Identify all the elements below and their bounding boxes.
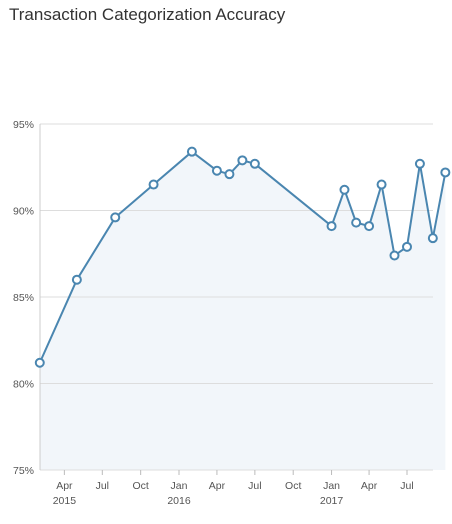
data-point bbox=[148, 179, 159, 190]
data-point bbox=[427, 233, 438, 244]
data-point bbox=[237, 155, 248, 166]
data-point bbox=[376, 179, 387, 190]
x-tick-label: Jul bbox=[96, 480, 109, 492]
y-tick-label: 75% bbox=[13, 465, 34, 477]
data-point bbox=[249, 158, 260, 169]
x-tick-year-label: 2017 bbox=[320, 495, 344, 507]
x-tick-label: Oct bbox=[285, 480, 301, 492]
y-tick-label: 85% bbox=[13, 292, 34, 304]
x-tick-label: Jul bbox=[400, 480, 413, 492]
data-point bbox=[414, 158, 425, 169]
data-point bbox=[224, 169, 235, 180]
y-tick-label: 80% bbox=[13, 379, 34, 391]
data-point bbox=[351, 217, 362, 228]
data-point bbox=[186, 146, 197, 157]
data-point bbox=[71, 274, 82, 285]
x-tick-label: Jan bbox=[171, 480, 188, 492]
y-tick-label: 95% bbox=[13, 119, 34, 131]
data-point bbox=[326, 221, 337, 232]
x-tick-label: Apr bbox=[56, 480, 73, 492]
x-tick-label: Jul bbox=[248, 480, 261, 492]
x-tick-year-label: 2015 bbox=[53, 495, 77, 507]
data-point bbox=[402, 241, 412, 252]
x-tick-label: Oct bbox=[132, 480, 148, 492]
data-point bbox=[389, 250, 400, 261]
data-point bbox=[110, 212, 121, 223]
chart-title: Transaction Categorization Accuracy bbox=[9, 5, 286, 24]
data-point bbox=[211, 165, 222, 176]
x-tick-label: Apr bbox=[209, 480, 226, 492]
x-tick-label: Apr bbox=[361, 480, 378, 492]
y-tick-label: 90% bbox=[13, 206, 34, 218]
data-point bbox=[339, 184, 350, 195]
x-tick-label: Jan bbox=[323, 480, 340, 492]
x-tick-year-label: 2016 bbox=[167, 495, 191, 507]
data-point bbox=[364, 221, 375, 232]
data-point bbox=[34, 357, 45, 368]
data-point bbox=[440, 167, 451, 178]
area-fill bbox=[39, 151, 446, 470]
